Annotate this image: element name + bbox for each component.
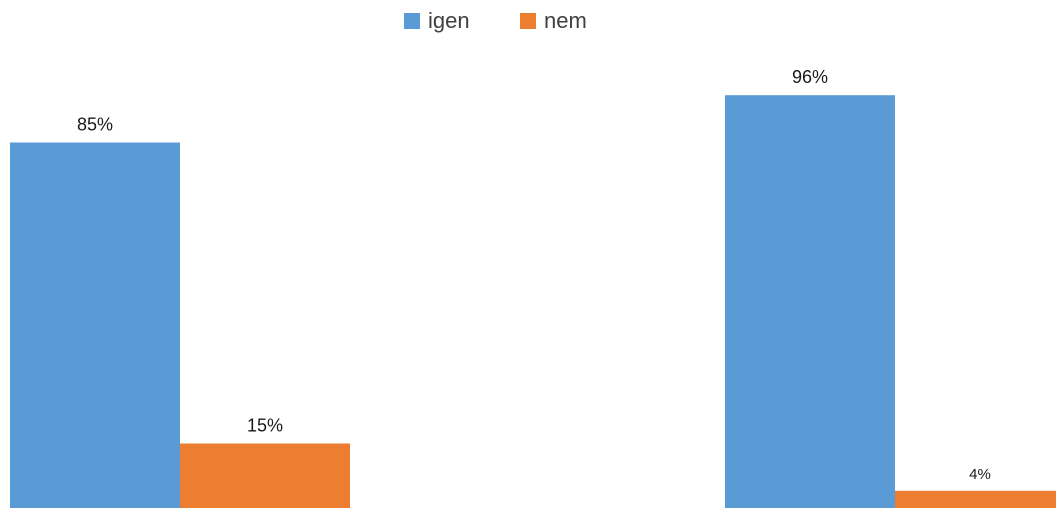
legend-swatch-nem xyxy=(520,13,536,29)
data-labels: 85% 15% 96% 4% xyxy=(77,67,991,483)
legend-label-nem: nem xyxy=(544,8,587,33)
data-label-nem-1: 15% xyxy=(247,416,283,436)
data-label-igen-1: 85% xyxy=(77,115,113,135)
bar-igen-1 xyxy=(10,142,180,508)
legend-swatch-igen xyxy=(404,13,420,29)
bar-igen-2 xyxy=(725,95,895,508)
legend-label-igen: igen xyxy=(428,8,470,33)
bar-nem-1 xyxy=(180,443,350,508)
data-label-igen-2: 96% xyxy=(792,67,828,87)
bars xyxy=(10,95,1056,508)
data-label-nem-2: 4% xyxy=(969,466,991,483)
bar-nem-2 xyxy=(895,490,1056,508)
legend: igen nem xyxy=(404,8,587,33)
